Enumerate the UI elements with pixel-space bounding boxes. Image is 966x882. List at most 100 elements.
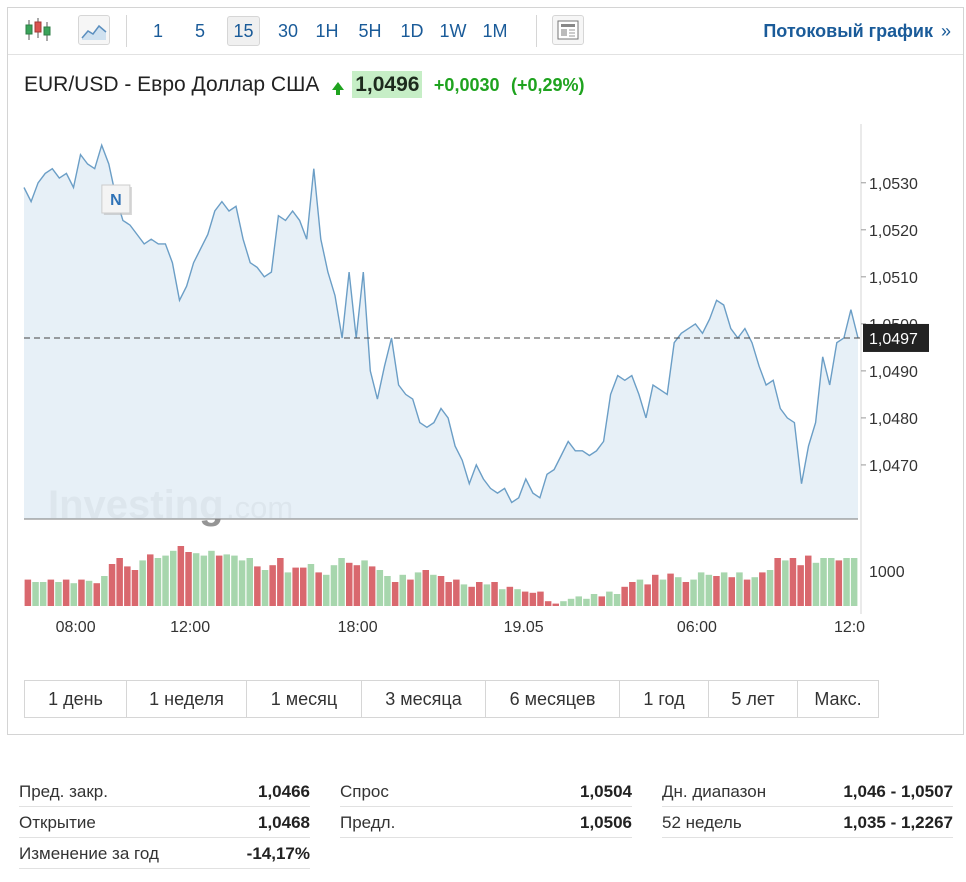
volume-bar (514, 589, 521, 606)
chart-toolbar: 1 5 15 30 1H 5H 1D 1W 1M Потоковый график» (8, 8, 963, 55)
period-button[interactable]: 1 год (620, 681, 709, 717)
volume-bar (774, 558, 781, 606)
y-tick-label: 1,0480 (869, 411, 918, 428)
period-button[interactable]: 1 месяц (247, 681, 362, 717)
period-button[interactable]: 6 месяцев (486, 681, 620, 717)
timeframe-button[interactable]: 1W (439, 21, 467, 41)
timeframe-button[interactable]: 30 (277, 21, 299, 41)
period-button[interactable]: 1 неделя (127, 681, 247, 717)
x-tick-label: 12:00 (170, 619, 210, 636)
timeframe-button[interactable]: 5H (358, 21, 382, 41)
stat-label: Дн. диапазон (662, 782, 767, 801)
instrument-header: EUR/USD - Евро Доллар США 1,0496 +0,0030… (24, 70, 585, 100)
volume-bar (24, 579, 32, 606)
volume-bar (659, 579, 667, 606)
candlestick-icon[interactable] (22, 15, 54, 45)
volume-bar (116, 558, 123, 606)
volume-bar (636, 579, 644, 606)
volume-bar (300, 567, 307, 606)
stat-row: Дн. диапазон 1,046 - 1,0507 (662, 776, 953, 807)
volume-bar (560, 601, 567, 606)
x-tick-label: 19.05 (504, 619, 544, 636)
volume-bar (223, 554, 230, 606)
volume-bar (705, 574, 713, 606)
volume-bar (766, 570, 774, 606)
timeframe-button[interactable]: 1M (482, 21, 508, 41)
volume-bar (629, 582, 636, 606)
area-chart-icon[interactable] (78, 15, 110, 45)
volume-bar (843, 558, 850, 606)
volume-bar (170, 550, 177, 606)
volume-bar (667, 573, 674, 606)
volume-bar (759, 572, 766, 606)
timeframe-button[interactable]: 5 (194, 21, 205, 41)
volume-bar (583, 598, 590, 606)
volume-bar (850, 558, 858, 606)
volume-bar (606, 591, 613, 606)
volume-bar (62, 579, 70, 606)
volume-bar (751, 577, 758, 606)
volume-bar (93, 583, 100, 606)
x-tick-label: 06:00 (677, 619, 717, 636)
volume-bar (39, 582, 47, 606)
price-chart[interactable]: Investing.com1,05301,05201,05101,05001,0… (8, 124, 938, 649)
period-button[interactable]: 5 лет (709, 681, 798, 717)
volume-bar (835, 560, 843, 606)
volume-bar (552, 603, 559, 606)
stat-value: 1,035 - 1,2267 (843, 813, 953, 832)
volume-bar (368, 566, 376, 606)
volume-bar (644, 584, 651, 606)
newspaper-icon[interactable] (552, 15, 584, 45)
x-tick-label: 12:0 (834, 619, 865, 636)
stat-value: 1,0504 (580, 782, 632, 801)
stat-row: Пред. закр. 1,0466 (19, 776, 310, 807)
volume-bar (101, 576, 108, 606)
y-tick-label: 1,0470 (869, 458, 918, 475)
volume-bar (720, 572, 728, 606)
volume-bar (828, 558, 835, 606)
period-button[interactable]: Макс. (814, 689, 862, 709)
toolbar-divider (536, 15, 537, 47)
timeframe-button[interactable]: 1 (152, 21, 163, 41)
y-tick-label: 1,0520 (869, 223, 918, 240)
period-button[interactable]: 3 месяца (362, 681, 486, 717)
stat-row: Предл. 1,0506 (340, 807, 632, 838)
volume-bar (346, 562, 353, 606)
news-event-marker[interactable]: N (101, 184, 132, 215)
streaming-chart-link[interactable]: Потоковый график » (763, 16, 951, 46)
volume-bar (805, 555, 812, 606)
volume-bar (652, 574, 659, 606)
volume-bar (85, 580, 93, 606)
volume-bar (613, 594, 621, 606)
stat-label: Открытие (19, 813, 96, 832)
stat-row: Изменение за год -14,17% (19, 838, 310, 869)
volume-bar (713, 576, 720, 606)
volume-bar (55, 582, 62, 606)
volume-bar (391, 582, 399, 606)
stat-value: 1,0506 (580, 813, 632, 832)
volume-bar (812, 562, 820, 606)
current-price-label: 1,0497 (869, 331, 918, 348)
stat-label: Спрос (340, 782, 389, 801)
volume-bar (200, 555, 208, 606)
volume-bar (177, 546, 185, 606)
volume-bar (108, 564, 116, 606)
timeframe-button[interactable]: 1H (315, 21, 339, 41)
timeframe-button[interactable]: 15 (227, 16, 260, 46)
stat-label: Пред. закр. (19, 782, 108, 801)
volume-bar (468, 586, 475, 606)
volume-bar (330, 565, 338, 606)
volume-bar (537, 591, 544, 606)
volume-bar (529, 592, 537, 606)
volume-bar (399, 574, 406, 606)
volume-bar (292, 567, 299, 606)
period-selector: 1 день 1 неделя 1 месяц 3 месяца 6 месяцев 1 … (24, 680, 879, 718)
volume-bar (254, 566, 261, 606)
volume-bar (315, 572, 322, 606)
timeframe-button[interactable]: 1D (400, 21, 424, 41)
volume-bar (690, 579, 697, 606)
volume-bar (246, 558, 253, 606)
period-button[interactable]: 1 день (25, 681, 127, 717)
volume-bar (590, 594, 598, 606)
volume-bar (460, 584, 468, 606)
